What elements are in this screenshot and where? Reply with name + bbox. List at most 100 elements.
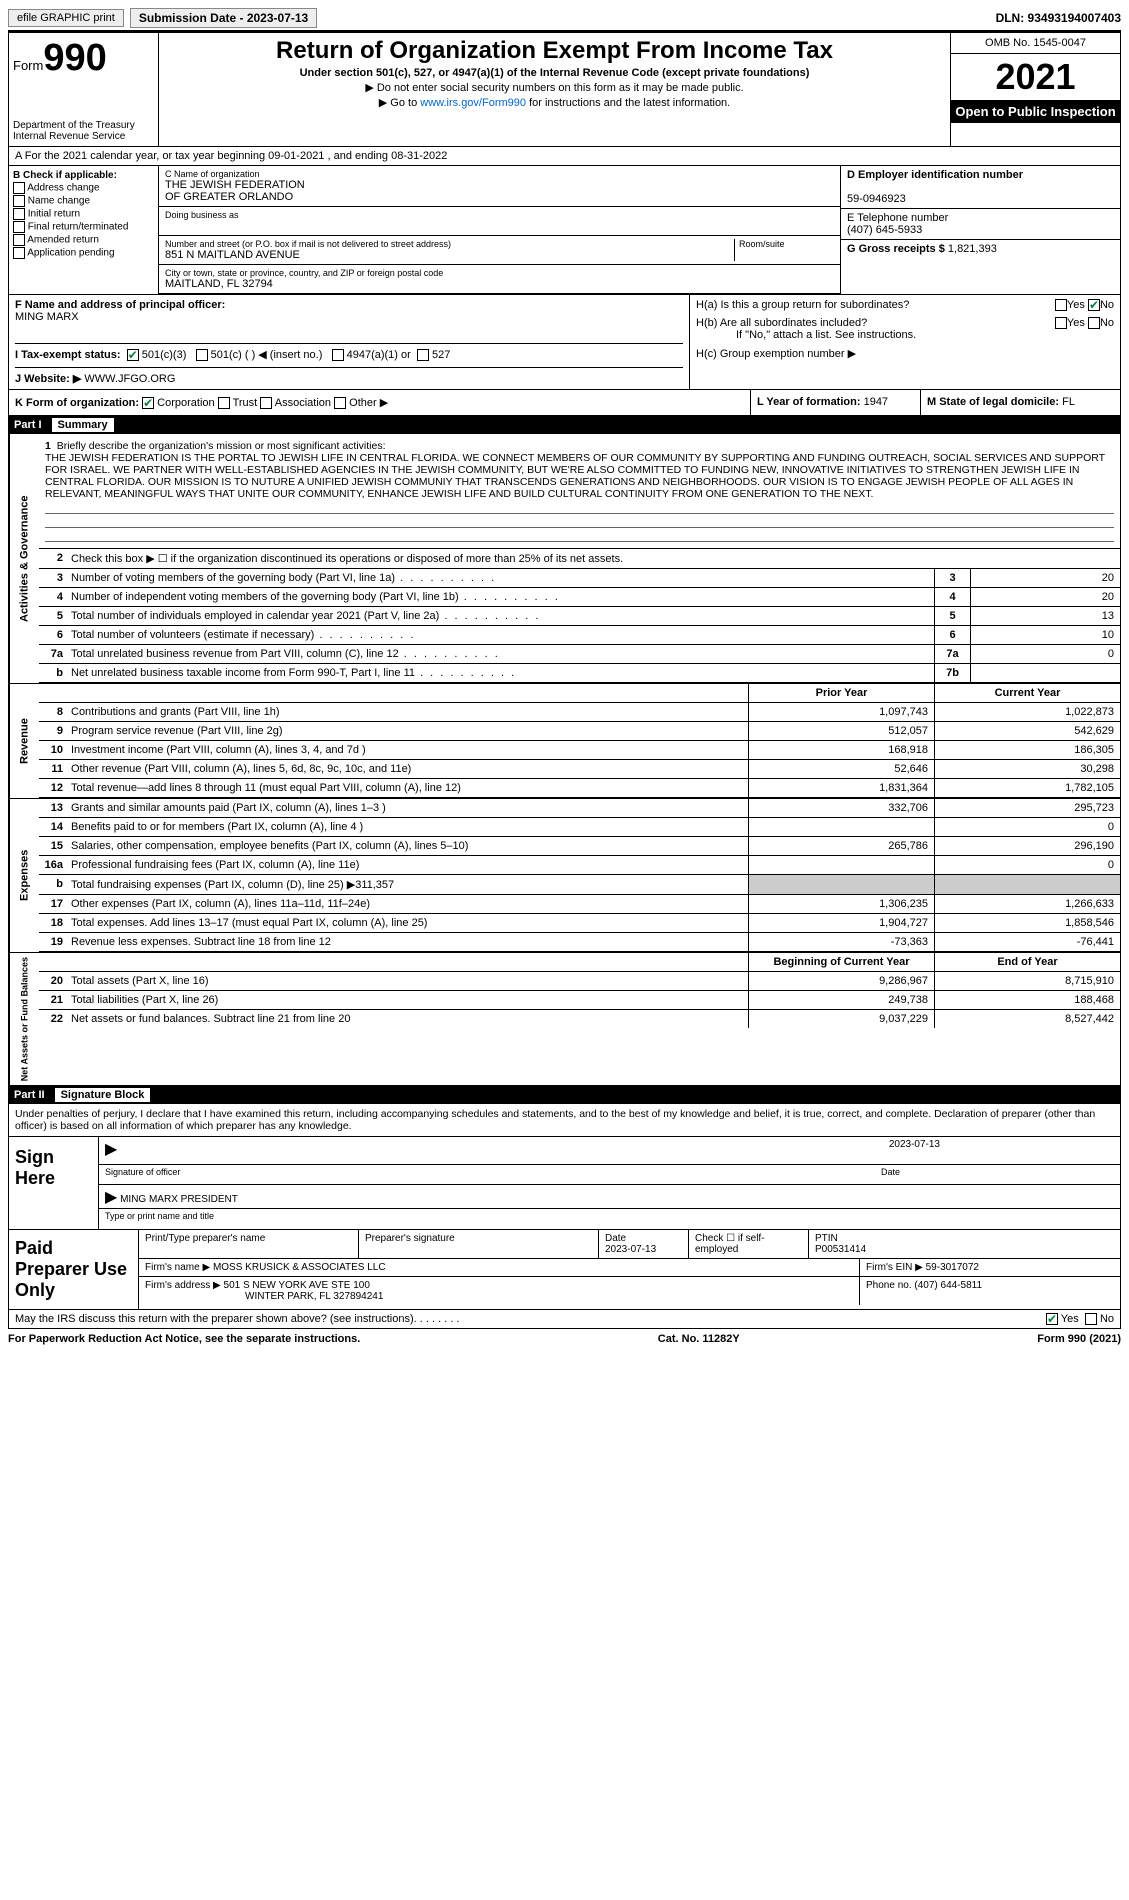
arrow-icon: ▶	[105, 1189, 117, 1206]
firm-city: WINTER PARK, FL 327894241	[145, 1291, 383, 1302]
sig-officer-label: Signature of officer	[105, 1167, 180, 1177]
street-address: 851 N MAITLAND AVENUE	[165, 249, 300, 261]
hc-label: H(c) Group exemption number ▶	[696, 347, 1114, 360]
irs-label: Internal Revenue Service	[13, 131, 154, 142]
prep-sig-header: Preparer's signature	[359, 1230, 599, 1258]
mission-label: Briefly describe the organization's miss…	[57, 440, 386, 452]
org-name-1: THE JEWISH FEDERATION	[165, 179, 305, 191]
ha-label: H(a) Is this a group return for subordin…	[696, 299, 909, 311]
cb-501c[interactable]	[196, 349, 208, 361]
paid-preparer-label: Paid Preparer Use Only	[9, 1230, 139, 1309]
line2-text: Check this box ▶ ☐ if the organization d…	[67, 549, 1120, 568]
cb-corp[interactable]	[142, 397, 154, 409]
expense-row: 19Revenue less expenses. Subtract line 1…	[39, 933, 1120, 952]
penalty-text: Under penalties of perjury, I declare th…	[8, 1104, 1121, 1137]
expense-row: 16aProfessional fundraising fees (Part I…	[39, 856, 1120, 875]
form-title: Return of Organization Exempt From Incom…	[163, 37, 946, 65]
part2-header: Part II Signature Block	[8, 1086, 1121, 1104]
ptin-value: P00531414	[815, 1244, 866, 1255]
box-b: B Check if applicable: Address change Na…	[9, 166, 159, 294]
revenue-row: 9Program service revenue (Part VIII, lin…	[39, 722, 1120, 741]
cb-assoc[interactable]	[260, 397, 272, 409]
firm-name: MOSS KRUSICK & ASSOCIATES LLC	[213, 1262, 386, 1273]
cb-other[interactable]	[334, 397, 346, 409]
m-label: M State of legal domicile:	[927, 396, 1059, 408]
arrow-icon: ▶	[105, 1141, 117, 1158]
form-header: Form990 Department of the Treasury Inter…	[8, 32, 1121, 147]
efile-print-button[interactable]: efile GRAPHIC print	[8, 9, 124, 27]
discuss-text: May the IRS discuss this return with the…	[15, 1313, 414, 1325]
tab-expenses: Expenses	[9, 799, 39, 952]
mission-text: THE JEWISH FEDERATION IS THE PORTAL TO J…	[45, 452, 1105, 500]
firm-phone: (407) 644-5811	[914, 1280, 982, 1291]
gross-receipts-value: 1,821,393	[948, 243, 997, 255]
irs-link[interactable]: www.irs.gov/Form990	[420, 97, 526, 109]
prior-year-header: Prior Year	[748, 684, 934, 702]
gov-row: 5Total number of individuals employed in…	[39, 607, 1120, 626]
ha-yes[interactable]	[1055, 299, 1067, 311]
ssn-note: ▶ Do not enter social security numbers o…	[163, 81, 946, 94]
cb-address-change[interactable]: Address change	[13, 182, 154, 194]
dba-label: Doing business as	[165, 210, 834, 220]
top-bar: efile GRAPHIC print Submission Date - 20…	[8, 8, 1121, 32]
firm-ein: 59-3017072	[926, 1262, 979, 1273]
net-row: 21Total liabilities (Part X, line 26)249…	[39, 991, 1120, 1010]
firm-address: 501 S NEW YORK AVE STE 100	[224, 1280, 370, 1291]
ein-value: 59-0946923	[847, 193, 906, 205]
cb-name-change[interactable]: Name change	[13, 195, 154, 207]
ha-no[interactable]	[1088, 299, 1100, 311]
tax-year: 2021	[951, 54, 1120, 100]
form-number: 990	[43, 37, 106, 79]
form-subtitle: Under section 501(c), 527, or 4947(a)(1)…	[163, 67, 946, 79]
ein-label: D Employer identification number	[847, 169, 1023, 181]
city-state-zip: MAITLAND, FL 32794	[165, 278, 273, 290]
part1-header: Part I Summary	[8, 416, 1121, 434]
l-label: L Year of formation:	[757, 396, 861, 408]
expense-row: 15Salaries, other compensation, employee…	[39, 837, 1120, 856]
k-label: K Form of organization:	[15, 397, 139, 409]
dln-text: DLN: 93493194007403	[996, 11, 1121, 25]
gross-receipts-label: G Gross receipts $	[847, 243, 945, 255]
cat-number: Cat. No. 11282Y	[658, 1333, 740, 1345]
dept-treasury: Department of the Treasury	[13, 120, 154, 131]
sig-date-value: 2023-07-13	[889, 1139, 940, 1150]
line-a-tax-year: A For the 2021 calendar year, or tax yea…	[8, 147, 1121, 166]
current-year-header: Current Year	[934, 684, 1120, 702]
tab-activities-governance: Activities & Governance	[9, 434, 39, 683]
open-public-badge: Open to Public Inspection	[951, 100, 1120, 123]
room-label: Room/suite	[739, 239, 834, 249]
hb-no[interactable]	[1088, 317, 1100, 329]
net-row: 20Total assets (Part X, line 16)9,286,96…	[39, 972, 1120, 991]
gov-row: 6Total number of volunteers (estimate if…	[39, 626, 1120, 645]
officer-name: MING MARX	[15, 311, 79, 323]
submission-date-button[interactable]: Submission Date - 2023-07-13	[130, 8, 317, 28]
cb-4947[interactable]	[332, 349, 344, 361]
cb-app-pending[interactable]: Application pending	[13, 247, 154, 259]
phone-value: (407) 645-5933	[847, 224, 922, 236]
cb-final-return[interactable]: Final return/terminated	[13, 221, 154, 233]
sig-date-label: Date	[881, 1167, 900, 1177]
cb-501c3[interactable]	[127, 349, 139, 361]
prep-date-value: 2023-07-13	[605, 1244, 656, 1255]
omb-number: OMB No. 1545-0047	[951, 33, 1120, 54]
cb-amended[interactable]: Amended return	[13, 234, 154, 246]
org-name-label: C Name of organization	[165, 169, 834, 179]
instructions-note: ▶ Go to www.irs.gov/Form990 for instruct…	[163, 96, 946, 109]
revenue-row: 8Contributions and grants (Part VIII, li…	[39, 703, 1120, 722]
prep-check-self[interactable]: Check ☐ if self-employed	[689, 1230, 809, 1258]
officer-name-title: MING MARX PRESIDENT	[120, 1194, 238, 1205]
hb-note: If "No," attach a list. See instructions…	[696, 329, 1114, 341]
name-title-label: Type or print name and title	[99, 1209, 1120, 1229]
discuss-yes[interactable]	[1046, 1313, 1058, 1325]
cb-initial-return[interactable]: Initial return	[13, 208, 154, 220]
cb-527[interactable]	[417, 349, 429, 361]
hb-yes[interactable]	[1055, 317, 1067, 329]
form-word: Form	[13, 58, 43, 73]
tax-exempt-label: I Tax-exempt status:	[15, 349, 121, 361]
org-name-2: OF GREATER ORLANDO	[165, 191, 293, 203]
expense-row: 13Grants and similar amounts paid (Part …	[39, 799, 1120, 818]
discuss-no[interactable]	[1085, 1313, 1097, 1325]
begin-year-header: Beginning of Current Year	[748, 953, 934, 971]
cb-trust[interactable]	[218, 397, 230, 409]
revenue-row: 12Total revenue—add lines 8 through 11 (…	[39, 779, 1120, 798]
